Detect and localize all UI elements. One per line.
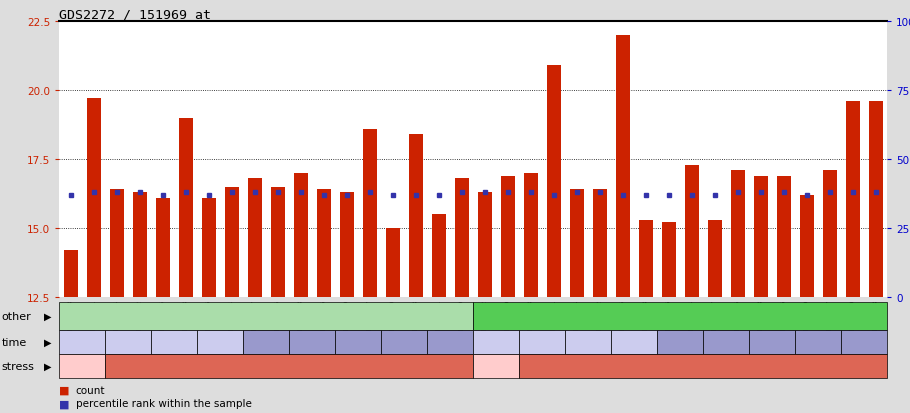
Text: 0.25 h: 0.25 h: [114, 338, 143, 347]
Text: 1 h: 1 h: [167, 338, 181, 347]
Text: 2 h: 2 h: [213, 338, 228, 347]
Bar: [845, 102, 860, 297]
Bar: [86, 99, 100, 297]
Text: 4 h: 4 h: [259, 338, 273, 347]
Text: 1 h: 1 h: [581, 338, 595, 347]
Bar: [386, 228, 399, 297]
Text: ▶: ▶: [44, 311, 51, 321]
Text: GDS2272 / 151969_at: GDS2272 / 151969_at: [59, 8, 211, 21]
Text: -1 h: -1 h: [74, 338, 91, 347]
Text: 16 h: 16 h: [763, 338, 783, 347]
Bar: [317, 190, 330, 297]
Text: stress: stress: [2, 361, 35, 371]
Text: 36 degrees C: 36 degrees C: [666, 361, 740, 371]
Text: 8 h: 8 h: [719, 338, 733, 347]
Bar: [753, 176, 768, 297]
Bar: [524, 173, 538, 297]
Text: -1 h: -1 h: [488, 338, 505, 347]
Bar: [685, 165, 699, 297]
Text: 64 h: 64 h: [440, 338, 460, 347]
Text: heat resistant: heat resistant: [639, 310, 722, 323]
Text: ■: ■: [59, 385, 70, 395]
Text: 2 h: 2 h: [627, 338, 642, 347]
Bar: [662, 223, 675, 297]
Bar: [708, 220, 722, 297]
Bar: [431, 215, 446, 297]
Text: ▶: ▶: [44, 337, 51, 347]
Text: 8 h: 8 h: [305, 338, 319, 347]
Bar: [639, 220, 652, 297]
Bar: [133, 192, 147, 297]
Bar: [64, 250, 77, 297]
Bar: [110, 190, 124, 297]
Text: percentile rank within the sample: percentile rank within the sample: [76, 399, 251, 408]
Text: count: count: [76, 385, 105, 395]
Bar: [547, 66, 561, 297]
Bar: [225, 187, 238, 297]
Bar: [800, 195, 814, 297]
Bar: [339, 192, 354, 297]
Text: 0.25 h: 0.25 h: [528, 338, 557, 347]
Text: 4 h: 4 h: [673, 338, 687, 347]
Text: 32 h: 32 h: [394, 338, 414, 347]
Bar: [294, 173, 308, 297]
Bar: [501, 176, 514, 297]
Text: 64 h: 64 h: [854, 338, 875, 347]
Bar: [455, 179, 469, 297]
Text: time: time: [2, 337, 27, 347]
Bar: [178, 118, 193, 297]
Text: untreated: untreated: [61, 362, 103, 370]
Bar: [478, 192, 491, 297]
Bar: [156, 198, 169, 297]
Bar: [202, 198, 216, 297]
Bar: [570, 190, 583, 297]
Bar: [592, 190, 607, 297]
Text: ▶: ▶: [44, 361, 51, 371]
Bar: [271, 187, 285, 297]
Bar: [363, 129, 377, 297]
Text: ■: ■: [59, 399, 70, 408]
Bar: [731, 171, 744, 297]
Text: 32 h: 32 h: [808, 338, 828, 347]
Bar: [409, 135, 422, 297]
Bar: [248, 179, 261, 297]
Bar: [869, 102, 883, 297]
Bar: [616, 36, 630, 297]
Text: untreated: untreated: [475, 362, 517, 370]
Bar: [777, 176, 791, 297]
Bar: [823, 171, 836, 297]
Text: 36 degrees C: 36 degrees C: [252, 361, 326, 371]
Text: 16 h: 16 h: [349, 338, 369, 347]
Text: control: control: [246, 310, 287, 323]
Text: other: other: [2, 311, 32, 321]
